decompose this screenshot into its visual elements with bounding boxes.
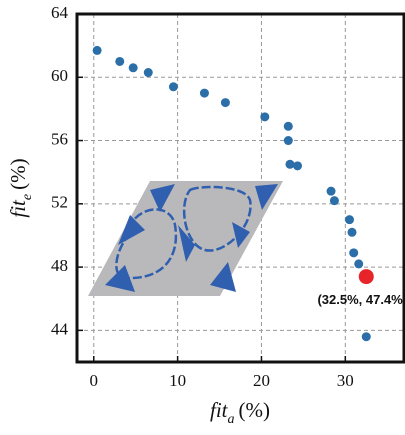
point xyxy=(283,121,293,131)
x-tick-label: 20 xyxy=(253,371,270,390)
x-tick-label: 0 xyxy=(90,371,99,390)
annotation: (32.5%, 47.4%) xyxy=(317,292,405,307)
y-label-unit: (%) xyxy=(6,158,30,189)
point xyxy=(168,82,178,92)
point xyxy=(283,136,293,146)
highlight-point xyxy=(358,269,374,285)
y-tick-label: 64 xyxy=(51,3,69,22)
point xyxy=(285,159,295,169)
y-tick-label: 60 xyxy=(51,66,68,85)
point xyxy=(115,56,125,66)
y-label-base: fit xyxy=(6,199,30,218)
inset-lattice xyxy=(88,181,283,296)
point xyxy=(143,68,153,78)
point xyxy=(92,45,102,55)
y-label-sub: e xyxy=(20,194,35,200)
x-label-unit: (%) xyxy=(239,398,270,422)
plot-frame xyxy=(75,12,405,364)
point xyxy=(128,63,138,73)
y-tick-label: 48 xyxy=(51,256,68,275)
point xyxy=(199,88,209,98)
point xyxy=(349,248,359,258)
x-label-sub: a xyxy=(228,412,235,427)
y-tick-label: 44 xyxy=(51,319,69,338)
point xyxy=(326,186,336,196)
y-axis-label: fite (%) xyxy=(6,158,35,217)
x-tick-label: 30 xyxy=(337,371,354,390)
point xyxy=(347,227,357,237)
x-label-base: fit xyxy=(210,398,229,422)
point xyxy=(293,161,303,171)
y-tick-label: 52 xyxy=(51,193,68,212)
point xyxy=(354,259,364,269)
y-tick-label: 56 xyxy=(51,129,68,148)
x-tick-label: 10 xyxy=(169,371,186,390)
point xyxy=(345,215,354,225)
point xyxy=(361,332,371,342)
point xyxy=(329,196,339,206)
x-axis-label: fita (%) xyxy=(210,398,270,427)
point xyxy=(220,98,230,108)
point xyxy=(260,112,270,122)
